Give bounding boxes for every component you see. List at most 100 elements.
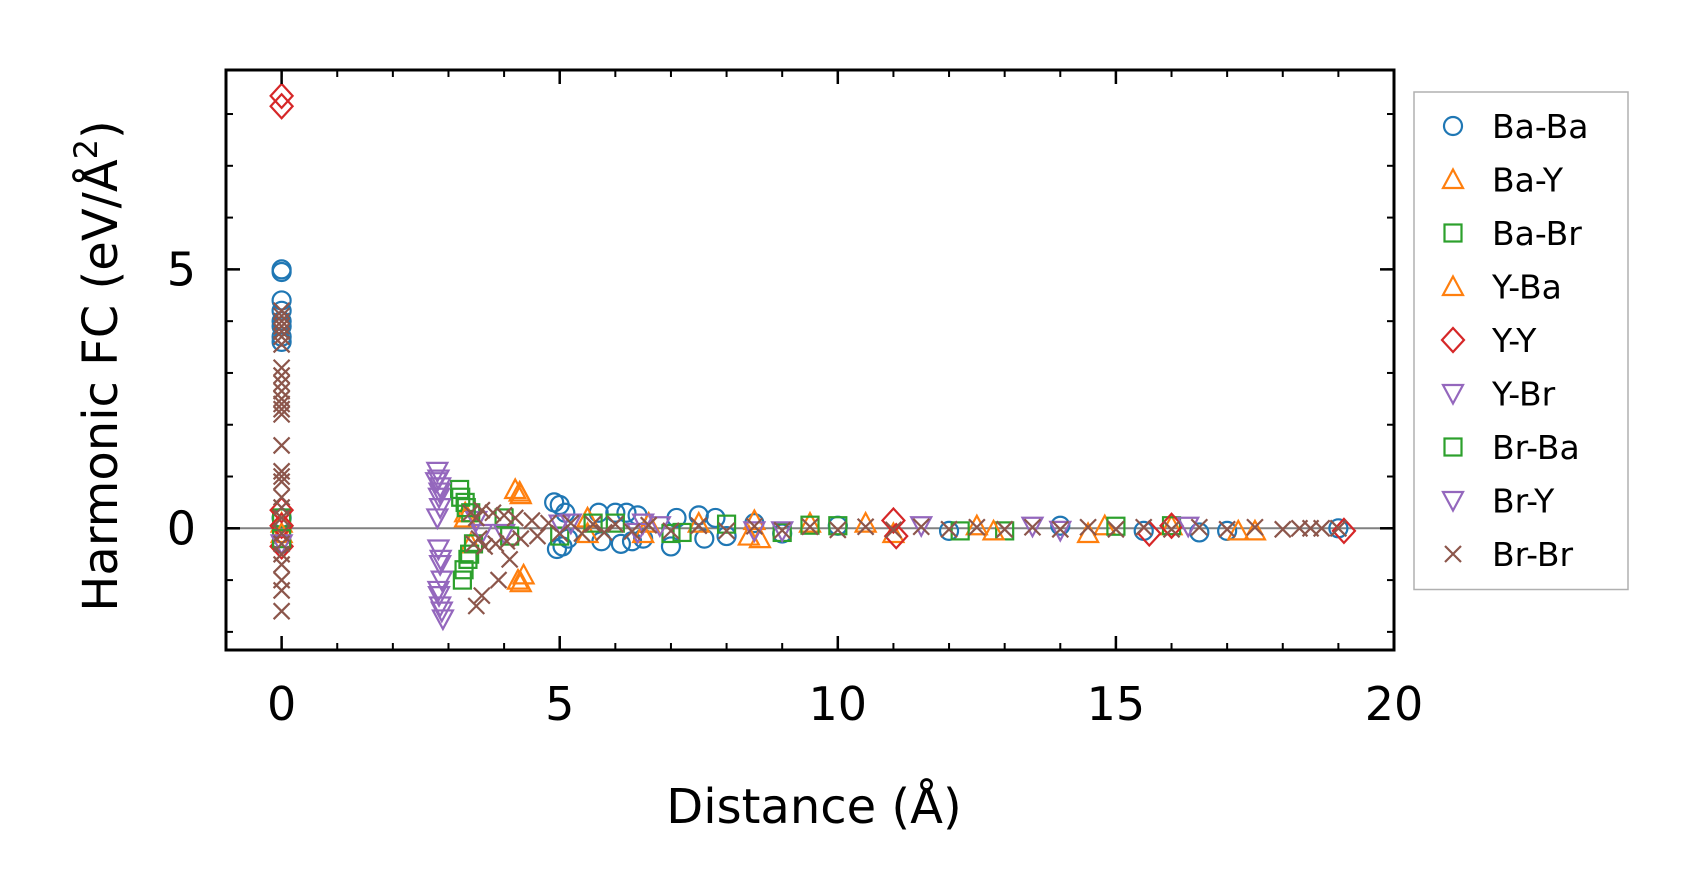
data-point bbox=[271, 290, 292, 311]
data-point bbox=[427, 586, 451, 608]
legend-marker bbox=[1443, 223, 1463, 243]
legend-marker bbox=[1442, 115, 1464, 137]
data-point bbox=[425, 508, 450, 531]
data-point bbox=[486, 535, 505, 553]
data-point bbox=[550, 526, 570, 546]
data-point bbox=[272, 400, 291, 418]
data-point bbox=[1162, 520, 1181, 539]
data-point bbox=[606, 515, 625, 533]
legend: Ba-Ba Ba-Y Ba-Br Y-Ba Y-Y Y-Br Br-Ba Br-Y Br-Br bbox=[1413, 91, 1629, 591]
data-point bbox=[1329, 519, 1348, 538]
data-point bbox=[272, 382, 291, 400]
data-point bbox=[523, 511, 541, 530]
data-point bbox=[451, 487, 471, 507]
series-ba-br bbox=[272, 479, 1182, 590]
legend-label: Ba-Ba bbox=[1492, 107, 1588, 146]
data-point bbox=[686, 510, 711, 533]
data-point bbox=[1020, 516, 1045, 539]
data-point bbox=[429, 570, 454, 593]
series-br-br bbox=[272, 302, 1348, 620]
data-point bbox=[694, 528, 715, 549]
data-point bbox=[272, 581, 291, 600]
data-point bbox=[1246, 518, 1264, 537]
data-point bbox=[500, 550, 519, 569]
data-point bbox=[506, 509, 524, 527]
data-point bbox=[662, 522, 680, 540]
data-point bbox=[484, 503, 502, 522]
data-point bbox=[470, 529, 488, 548]
legend-label: Y-Br bbox=[1491, 375, 1556, 414]
legend-marker bbox=[1440, 326, 1466, 354]
legend-marker bbox=[1441, 383, 1465, 406]
data-point bbox=[856, 517, 875, 536]
x-tick-label: 10 bbox=[809, 677, 868, 731]
data-point bbox=[909, 516, 934, 539]
data-point bbox=[272, 555, 291, 574]
data-point bbox=[1079, 518, 1097, 537]
data-point bbox=[1161, 516, 1182, 536]
data-point bbox=[995, 520, 1014, 539]
data-point bbox=[610, 533, 631, 554]
data-point bbox=[503, 477, 528, 500]
x-tick-label: 15 bbox=[1087, 677, 1146, 731]
legend-entry: Y-Y bbox=[1440, 321, 1537, 360]
data-point bbox=[475, 537, 494, 556]
data-point bbox=[1092, 513, 1117, 536]
data-point bbox=[272, 366, 291, 385]
data-point bbox=[467, 509, 486, 527]
plot-frame bbox=[224, 68, 1396, 652]
data-point bbox=[639, 516, 658, 534]
legend-marker bbox=[1441, 167, 1465, 190]
data-point bbox=[605, 513, 625, 533]
data-point bbox=[272, 405, 291, 424]
data-point bbox=[427, 482, 452, 505]
data-point bbox=[1243, 518, 1267, 541]
legend-entry: Ba-Y bbox=[1441, 161, 1564, 200]
data-point bbox=[965, 513, 989, 536]
legend-label: Br-Y bbox=[1492, 482, 1555, 521]
data-point bbox=[269, 496, 295, 524]
data-point bbox=[573, 524, 591, 543]
data-point bbox=[269, 512, 295, 540]
plot-clip-group bbox=[226, 82, 1394, 632]
data-point bbox=[272, 472, 291, 491]
legend-label: Ba-Y bbox=[1492, 161, 1564, 200]
data-point bbox=[269, 534, 294, 557]
y-axis-title-superscript: 2 bbox=[67, 139, 105, 159]
data-point bbox=[1133, 520, 1154, 541]
data-point bbox=[426, 539, 451, 562]
data-point bbox=[272, 335, 291, 354]
data-point bbox=[883, 522, 909, 550]
legend-entry: Ba-Ba bbox=[1442, 107, 1588, 146]
legend-marker bbox=[1441, 274, 1465, 297]
data-point bbox=[660, 536, 682, 557]
data-point bbox=[717, 522, 736, 540]
data-point bbox=[272, 602, 291, 620]
data-point bbox=[800, 515, 820, 535]
data-point bbox=[880, 506, 906, 535]
data-point bbox=[271, 261, 292, 283]
data-point bbox=[431, 609, 455, 632]
data-point bbox=[272, 374, 291, 393]
x-axis-title: Distance (Å) bbox=[666, 778, 961, 835]
data-point bbox=[547, 514, 572, 537]
legend-entry: Br-Ba bbox=[1443, 428, 1580, 467]
data-point bbox=[595, 523, 613, 542]
legend-label: Ba-Br bbox=[1492, 214, 1582, 253]
data-point bbox=[770, 521, 795, 544]
legend-marker bbox=[1443, 437, 1463, 457]
data-point bbox=[429, 601, 454, 624]
data-point bbox=[428, 554, 452, 577]
y-tick-label: 5 bbox=[167, 242, 196, 296]
legend-entry: Br-Br bbox=[1444, 535, 1573, 574]
data-point bbox=[428, 549, 453, 572]
data-point bbox=[272, 509, 291, 527]
x-tick-label: 5 bbox=[545, 677, 574, 731]
data-point bbox=[1312, 519, 1331, 538]
y-axis-title-main: Harmonic FC (eV/Å bbox=[72, 159, 129, 612]
x-tick-label: 0 bbox=[267, 677, 296, 731]
data-point bbox=[272, 358, 291, 377]
legend-marker bbox=[1444, 545, 1462, 563]
data-point bbox=[495, 506, 513, 525]
